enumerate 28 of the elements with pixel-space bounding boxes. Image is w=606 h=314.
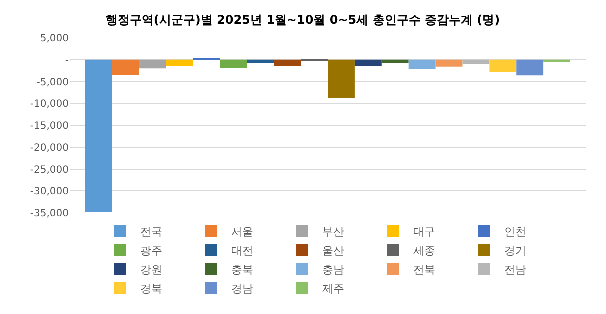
- legend-label: 전국: [140, 225, 162, 238]
- y-tick-label: -5,000: [36, 77, 69, 88]
- legend-label: 부산: [322, 225, 344, 238]
- legend-label: 대구: [414, 225, 436, 238]
- y-tick-label: -25,000: [30, 164, 69, 176]
- y-tick-label: -30,000: [30, 186, 69, 198]
- y-tick-label: -: [65, 55, 70, 66]
- legend-label: 충남: [322, 263, 344, 276]
- legend-label: 충북: [232, 263, 254, 276]
- legend-label: 전남: [504, 263, 526, 276]
- y-tick-label: -20,000: [30, 142, 69, 154]
- chart-title: 행정구역(시군구)별 2025년 1월~10월 0~5세 총인구수 증감누계 (명): [106, 13, 500, 28]
- legend-label: 대전: [232, 244, 254, 258]
- legend-label: 경남: [232, 282, 254, 296]
- legend-label: 인천: [504, 225, 526, 238]
- legend-label: 전북: [414, 263, 436, 276]
- legend-label: 광주: [140, 244, 162, 258]
- y-tick-label: -15,000: [30, 121, 69, 132]
- y-tick-label: 5,000: [40, 34, 69, 44]
- y-tick-label: -10,000: [30, 99, 69, 110]
- legend-label: 세종: [414, 244, 436, 258]
- legend-label: 서울: [232, 225, 254, 238]
- legend-label: 제주: [322, 282, 344, 296]
- y-tick-label: -35,000: [30, 208, 69, 220]
- legend-label: 경기: [504, 244, 526, 258]
- legend-label: 경북: [140, 282, 162, 296]
- legend-label: 강원: [140, 263, 162, 276]
- legend-label: 울산: [322, 244, 344, 258]
